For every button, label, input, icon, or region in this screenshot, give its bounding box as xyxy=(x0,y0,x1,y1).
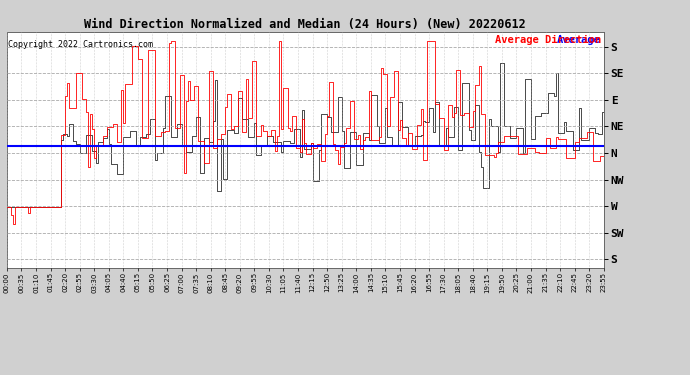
Text: Average: Average xyxy=(557,35,601,45)
Text: Average Direction: Average Direction xyxy=(495,35,601,45)
Title: Wind Direction Normalized and Median (24 Hours) (New) 20220612: Wind Direction Normalized and Median (24… xyxy=(84,18,526,31)
Text: Copyright 2022 Cartronics.com: Copyright 2022 Cartronics.com xyxy=(8,40,153,49)
